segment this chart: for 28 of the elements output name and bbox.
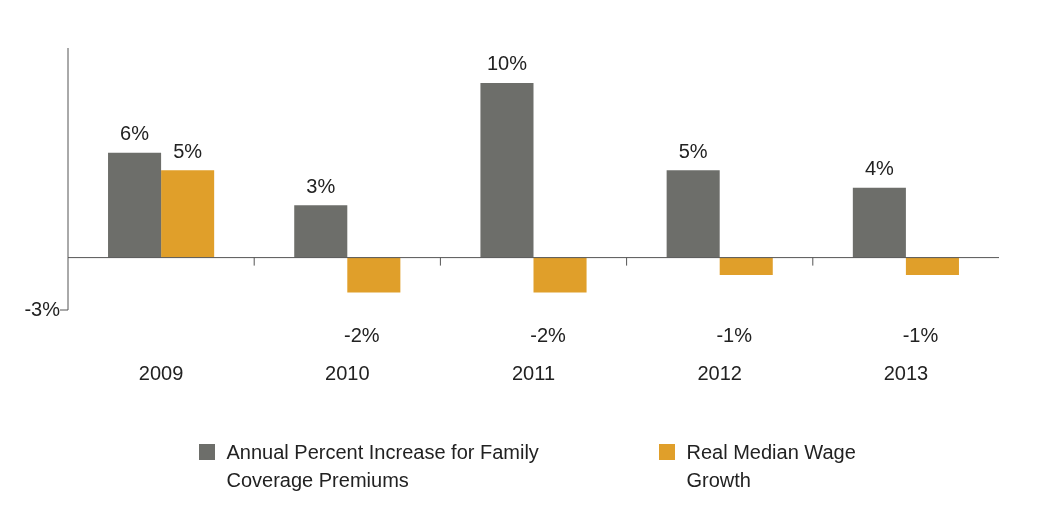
bar bbox=[480, 82, 534, 258]
data-label: -2% bbox=[344, 323, 380, 346]
bar bbox=[666, 170, 720, 258]
x-tick-label: 2009 bbox=[138, 361, 184, 384]
bar bbox=[108, 152, 162, 258]
data-label: 6% bbox=[120, 122, 150, 145]
data-label: 5% bbox=[173, 139, 203, 162]
data-label: 5% bbox=[678, 139, 708, 162]
legend-label: Annual Percent Increase for Family Coverage Premiums bbox=[226, 440, 540, 493]
bar bbox=[161, 170, 215, 258]
x-tick-label: 2010 bbox=[325, 361, 370, 384]
bar bbox=[347, 257, 401, 293]
bar bbox=[852, 187, 906, 258]
data-label: 10% bbox=[486, 52, 528, 75]
data-label: -1% bbox=[902, 323, 939, 346]
data-label: 4% bbox=[864, 157, 895, 180]
data-label: -2% bbox=[530, 323, 567, 346]
bar bbox=[905, 257, 959, 276]
data-label: -1% bbox=[716, 323, 753, 346]
bar bbox=[719, 257, 773, 276]
bar bbox=[294, 205, 348, 258]
x-tick-label: 2012 bbox=[697, 361, 742, 384]
text: -3% bbox=[24, 297, 61, 320]
x-tick-label: 2011 bbox=[511, 361, 556, 384]
x-tick-label: 2013 bbox=[883, 361, 929, 384]
bar bbox=[533, 257, 587, 293]
legend-label: Real Median Wage Growth bbox=[686, 440, 857, 493]
data-label: 3% bbox=[306, 174, 336, 197]
